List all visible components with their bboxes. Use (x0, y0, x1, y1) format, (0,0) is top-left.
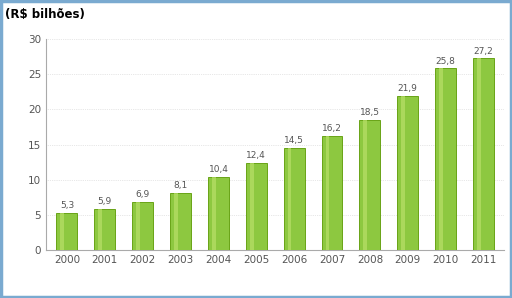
Text: 16,2: 16,2 (322, 124, 342, 133)
Text: 6,9: 6,9 (136, 190, 150, 199)
Text: 12,4: 12,4 (246, 151, 266, 160)
Bar (246, 163, 267, 250)
Bar (98, 209, 102, 250)
Bar (359, 120, 380, 250)
Bar (435, 68, 456, 250)
Bar (439, 68, 443, 250)
Bar (250, 163, 253, 250)
Text: 5,9: 5,9 (98, 197, 112, 206)
Bar (212, 177, 216, 250)
Bar (174, 193, 178, 250)
Bar (364, 120, 367, 250)
Bar (322, 136, 343, 250)
Text: (R$ bilhões): (R$ bilhões) (5, 8, 85, 21)
Bar (477, 58, 481, 250)
Text: 25,8: 25,8 (436, 57, 456, 66)
Bar (397, 96, 418, 250)
Bar (94, 209, 115, 250)
Bar (136, 202, 140, 250)
Bar (288, 148, 291, 250)
Text: 14,5: 14,5 (284, 136, 304, 145)
Bar (326, 136, 329, 250)
Bar (60, 213, 64, 250)
Text: 5,3: 5,3 (60, 201, 74, 210)
Bar (401, 96, 405, 250)
Text: 10,4: 10,4 (208, 165, 228, 174)
Bar (284, 148, 305, 250)
Bar (170, 193, 191, 250)
Text: 21,9: 21,9 (398, 84, 418, 93)
Bar (132, 202, 153, 250)
Bar (208, 177, 229, 250)
Bar (473, 58, 494, 250)
Bar (56, 213, 77, 250)
Text: 27,2: 27,2 (474, 47, 494, 56)
Text: 8,1: 8,1 (174, 181, 187, 190)
Text: 18,5: 18,5 (360, 108, 380, 117)
